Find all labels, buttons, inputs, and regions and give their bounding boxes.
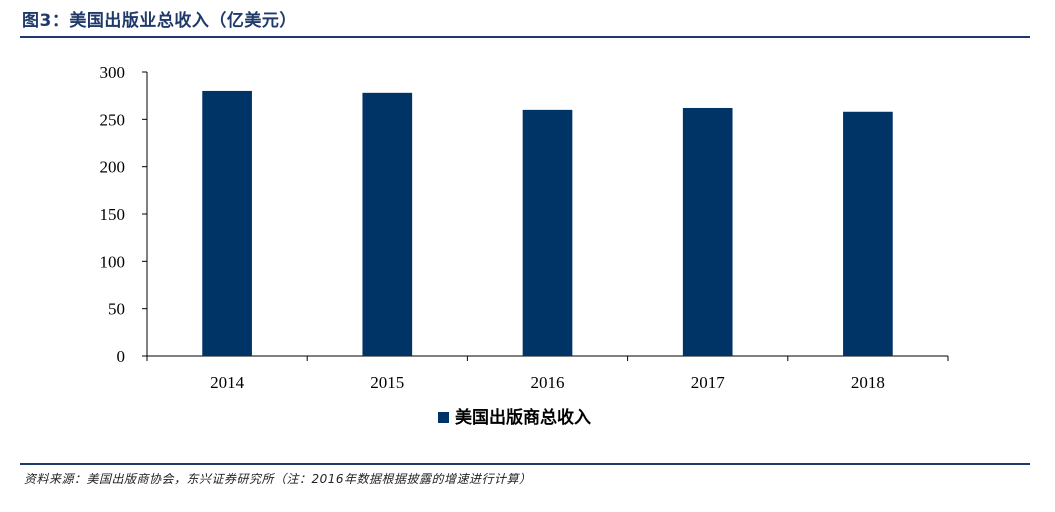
y-tick-label: 0 [117,347,126,366]
legend-swatch [438,412,449,423]
legend: 美国出版商总收入 [438,407,591,428]
legend-label: 美国出版商总收入 [455,407,591,428]
bottom-divider [20,463,1030,465]
x-tick-label: 2015 [370,373,404,392]
bar-2014 [202,90,252,356]
bars [202,90,893,357]
bar-2016 [522,109,573,356]
y-tick-label: 250 [100,110,126,129]
x-axis: 2014 2015 2016 2017 2018 [146,355,949,392]
x-tick-label: 2018 [851,373,885,392]
x-tick-label: 2014 [210,373,245,392]
bar-2015 [362,92,413,357]
bar-2017 [682,107,733,357]
x-tick-label: 2017 [691,373,726,392]
y-tick-label: 50 [108,300,125,319]
x-tick-label: 2016 [531,373,565,392]
figure-title: 图3：美国出版业总收入（亿美元） [22,11,297,31]
top-divider [20,36,1030,38]
y-tick-label: 300 [100,63,126,82]
y-tick-label: 200 [100,158,126,177]
source-note: 资料来源：美国出版商协会，东兴证券研究所（注：2016年数据根据披露的增速进行计… [24,472,532,486]
y-axis: 0 50 100 150 200 250 300 [100,63,148,366]
y-tick-label: 100 [100,252,126,271]
bar-2018 [843,111,893,356]
y-tick-label: 150 [100,205,126,224]
